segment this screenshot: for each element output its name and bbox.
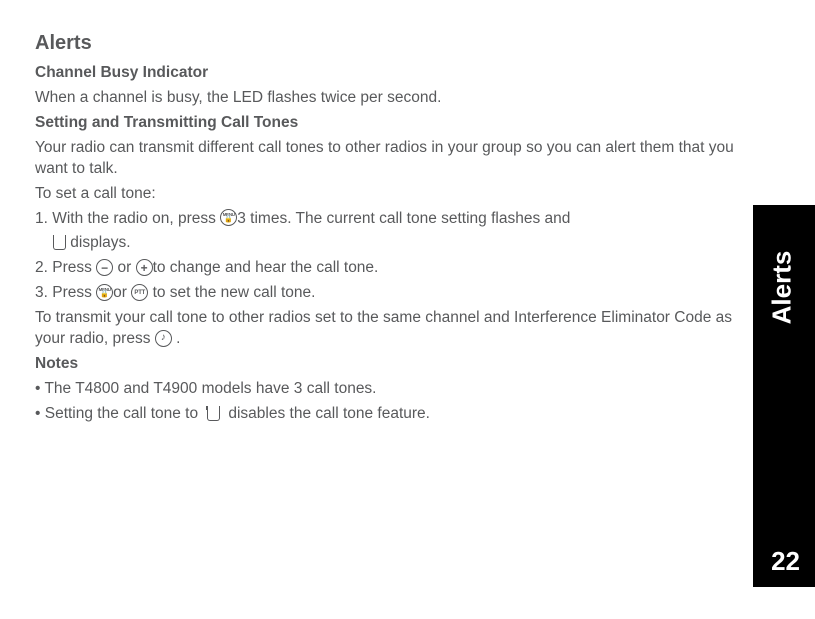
side-section-label: Alerts <box>767 248 798 328</box>
plus-icon: + <box>136 259 153 276</box>
step3-text-c: to set the new call tone. <box>148 283 315 304</box>
section-heading-busy: Channel Busy Indicator <box>35 63 735 84</box>
section-heading-tones: Setting and Transmitting Call Tones <box>35 113 735 134</box>
call-tone-icon: ♪ <box>155 330 172 347</box>
transmit-text-a: To transmit your call tone to other radi… <box>35 309 732 347</box>
step1-text-a: 1. With the radio on, press <box>35 209 220 230</box>
step-1: 1. With the radio on, press MENU 🔒 3 tim… <box>35 209 735 230</box>
step-3: 3. Press MENU 🔒 or PTT to set the new ca… <box>35 283 735 304</box>
menu-lock-icon: MENU 🔒 <box>220 209 237 226</box>
section-body-tones: Your radio can transmit different call t… <box>35 138 735 180</box>
display-bracket-icon <box>207 406 220 421</box>
note2-text-b: disables the call tone feature. <box>220 404 430 425</box>
page-number: 22 <box>771 546 800 577</box>
step3-text-a: 3. Press <box>35 283 96 304</box>
step3-text-b: or <box>113 283 131 304</box>
step-1b: displays. <box>35 233 735 254</box>
section-intro-tones: To set a call tone: <box>35 184 735 205</box>
ptt-icon: PTT <box>131 284 148 301</box>
section-body-busy: When a channel is busy, the LED flashes … <box>35 88 735 109</box>
step-2: 2. Press − or + to change and hear the c… <box>35 258 735 279</box>
step1-text-b: 3 times. The current call tone setting f… <box>237 209 570 230</box>
minus-icon: − <box>96 259 113 276</box>
menu-lock-icon: MENU 🔒 <box>96 284 113 301</box>
transmit-paragraph: To transmit your call tone to other radi… <box>35 308 735 350</box>
step2-text-a: 2. Press <box>35 258 96 279</box>
step2-text-c: to change and hear the call tone. <box>153 258 379 279</box>
display-bracket-icon <box>53 235 66 250</box>
notes-heading: Notes <box>35 354 735 375</box>
page-content: Alerts Channel Busy Indicator When a cha… <box>35 30 735 429</box>
page-title: Alerts <box>35 30 735 57</box>
step1-text-c: displays. <box>66 233 131 254</box>
note-2: • Setting the call tone to disables the … <box>35 404 735 425</box>
step2-text-b: or <box>113 258 135 279</box>
note2-text-a: • Setting the call tone to <box>35 404 207 425</box>
note-1: • The T4800 and T4900 models have 3 call… <box>35 379 735 400</box>
transmit-text-b: . <box>176 330 180 347</box>
